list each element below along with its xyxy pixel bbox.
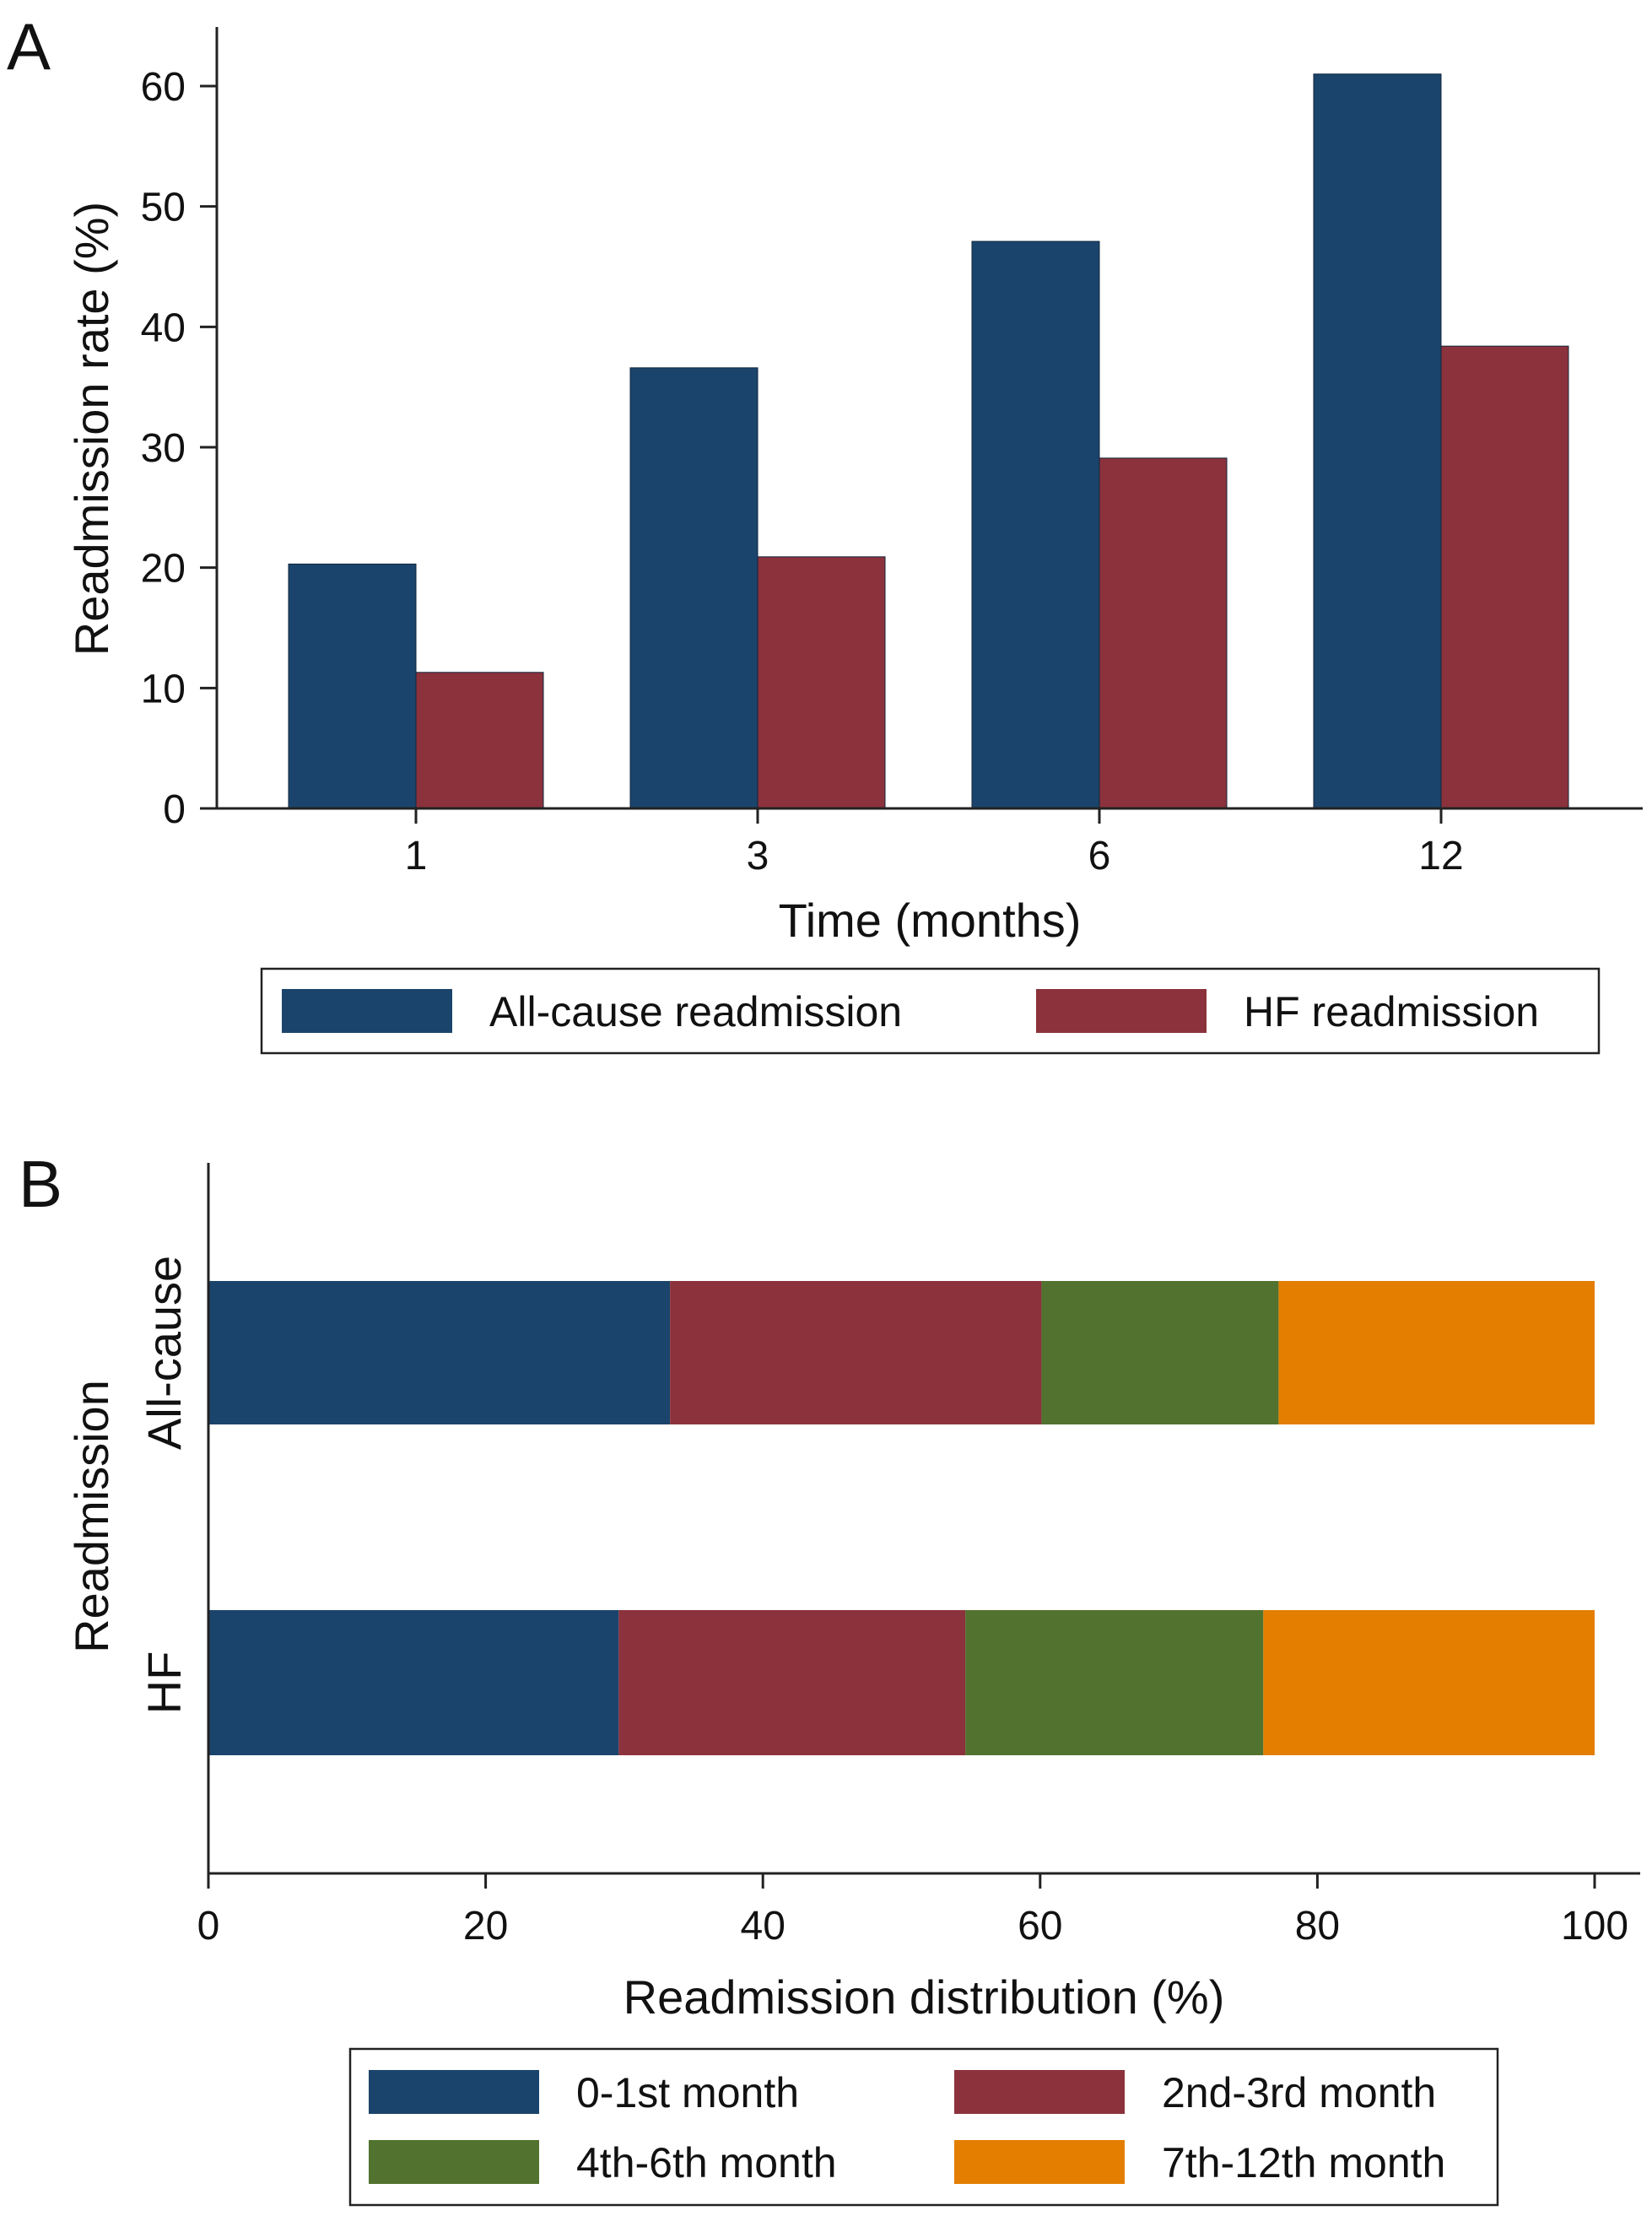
panel-b-category-labels: All-cause HF (138, 1256, 191, 1714)
x-tick-label: 0 (197, 1904, 220, 1948)
y-tick-label: 40 (141, 305, 186, 350)
y-tick-label: 20 (141, 547, 186, 592)
bar-all-cause-1 (288, 563, 417, 809)
x-tick-label: 1 (405, 834, 428, 878)
panel-a: A Readmission rate (%) 0 10 20 30 40 50 60 1 3 6… (7, 9, 1643, 1055)
y-tick-label: 10 (141, 667, 186, 711)
panel-b-legend: 0-1st month 2nd-3rd month 4th-6th month … (348, 2047, 1499, 2207)
panel-b-x-axis-title: Readmission distribution (%) (624, 1970, 1225, 2024)
bar-all-cause-6 (971, 241, 1100, 809)
panel-a-legend-label-hf: HF readmission (1244, 988, 1539, 1035)
stacked-bar-hf-segment-2 (965, 1610, 1264, 1755)
y-tick-label: 30 (141, 426, 186, 471)
panel-b-legend-label-4th-6th: 4th-6th month (576, 2139, 837, 2186)
x-tick-label: 60 (1018, 1904, 1062, 1948)
panel-b-y-axis-title: Readmission (65, 1380, 118, 1653)
x-tick-label: 80 (1295, 1904, 1340, 1948)
bar-all-cause-12 (1313, 73, 1442, 809)
panel-a-legend: All-cause readmission HF readmission (260, 967, 1601, 1055)
bar-hf-1 (415, 672, 544, 809)
panel-a-x-axis-title: Time (months) (779, 894, 1082, 947)
stacked-bar-all-cause-segment-0 (208, 1281, 671, 1424)
stacked-bar-hf-segment-0 (208, 1610, 619, 1755)
stacked-bar-all-cause-segment-2 (1041, 1281, 1279, 1424)
bar-hf-6 (1099, 457, 1228, 809)
y-tick-label: 0 (163, 787, 186, 832)
panel-b-legend-label-0-1st: 0-1st month (576, 2069, 799, 2116)
panel-b-legend-swatch-0-1st (369, 2070, 539, 2114)
y-tick-label: 50 (141, 186, 186, 230)
stacked-bar-all-cause-segment-1 (670, 1281, 1042, 1424)
x-tick-label: 3 (747, 834, 769, 878)
panel-b-legend-box (348, 2047, 1499, 2207)
stacked-bar-hf-segment-3 (1263, 1610, 1595, 1755)
x-tick-label: 12 (1418, 834, 1463, 878)
category-label-all-cause: All-cause (138, 1256, 191, 1450)
bar-hf-3 (757, 556, 886, 809)
panel-a-legend-label-all-cause: All-cause readmission (489, 988, 902, 1035)
category-label-hf: HF (138, 1651, 191, 1715)
panel-a-y-axis-title: Readmission rate (%) (65, 202, 118, 656)
panel-b-bars (208, 1281, 1595, 1755)
panel-a-y-ticks: 0 10 20 30 40 50 60 (141, 65, 217, 832)
panel-a-legend-box (260, 967, 1601, 1055)
y-tick-label: 60 (141, 65, 186, 110)
panel-a-legend-swatch-all-cause (282, 989, 452, 1033)
panel-b-legend-swatch-4th-6th (369, 2140, 539, 2184)
x-tick-label: 40 (741, 1904, 786, 1948)
panel-b: B Readmission All-cause HF 0 20 40 60 80 100 R… (19, 1147, 1640, 2207)
panel-a-x-ticks: 1 3 6 12 (405, 808, 1464, 878)
x-tick-label: 6 (1088, 834, 1111, 878)
panel-b-legend-swatch-2nd-3rd (954, 2070, 1125, 2114)
panel-b-legend-label-2nd-3rd: 2nd-3rd month (1162, 2069, 1436, 2116)
stacked-bar-all-cause-segment-3 (1278, 1281, 1595, 1424)
bar-hf-12 (1440, 345, 1569, 809)
panel-a-letter: A (7, 9, 51, 84)
panel-a-bars (288, 73, 1569, 809)
x-tick-label: 100 (1561, 1904, 1628, 1948)
panel-b-x-ticks: 0 20 40 60 80 100 (197, 1873, 1628, 1948)
panel-b-legend-swatch-7th-12th (954, 2140, 1125, 2184)
stacked-bar-hf-segment-1 (618, 1610, 966, 1755)
panel-a-legend-swatch-hf (1036, 989, 1207, 1033)
bar-all-cause-3 (629, 367, 759, 809)
x-tick-label: 20 (463, 1904, 508, 1948)
panel-b-letter: B (19, 1147, 62, 1221)
panel-b-legend-label-7th-12th: 7th-12th month (1162, 2139, 1445, 2186)
